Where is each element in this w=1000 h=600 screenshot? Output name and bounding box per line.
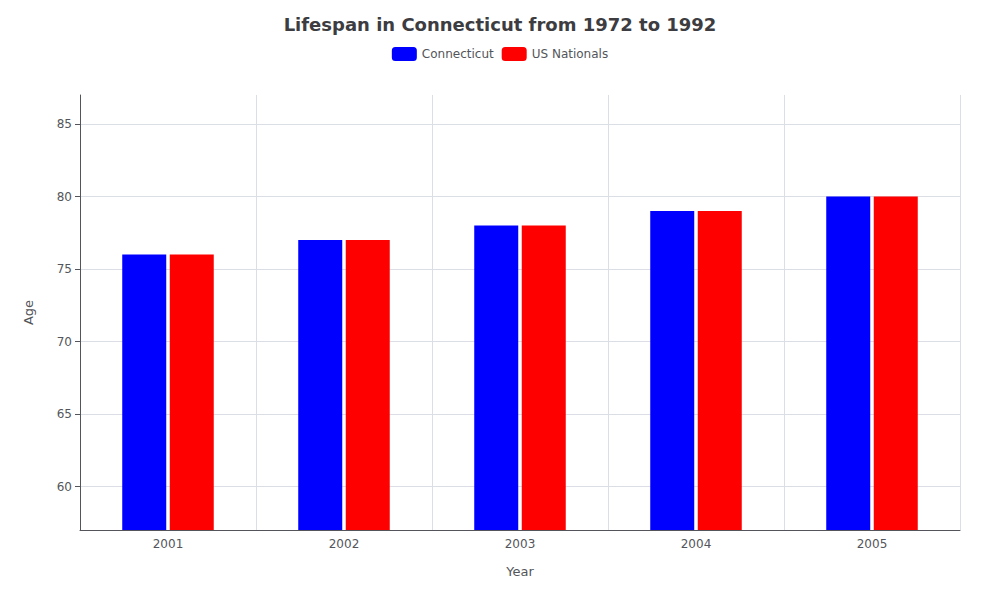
svg-text:85: 85	[57, 117, 72, 131]
svg-text:2001: 2001	[153, 537, 184, 551]
svg-text:70: 70	[57, 335, 72, 349]
svg-text:2002: 2002	[329, 537, 360, 551]
svg-text:60: 60	[57, 480, 72, 494]
svg-text:Connecticut: Connecticut	[422, 47, 494, 61]
svg-text:US Nationals: US Nationals	[532, 47, 608, 61]
svg-text:65: 65	[57, 407, 72, 421]
svg-text:Lifespan in Connecticut from 1: Lifespan in Connecticut from 1972 to 199…	[284, 14, 717, 35]
svg-text:75: 75	[57, 262, 72, 276]
svg-text:80: 80	[57, 190, 72, 204]
svg-text:2005: 2005	[857, 537, 888, 551]
svg-text:Year: Year	[505, 564, 534, 579]
svg-text:2003: 2003	[505, 537, 536, 551]
svg-text:2004: 2004	[681, 537, 712, 551]
svg-text:Age: Age	[21, 300, 36, 325]
